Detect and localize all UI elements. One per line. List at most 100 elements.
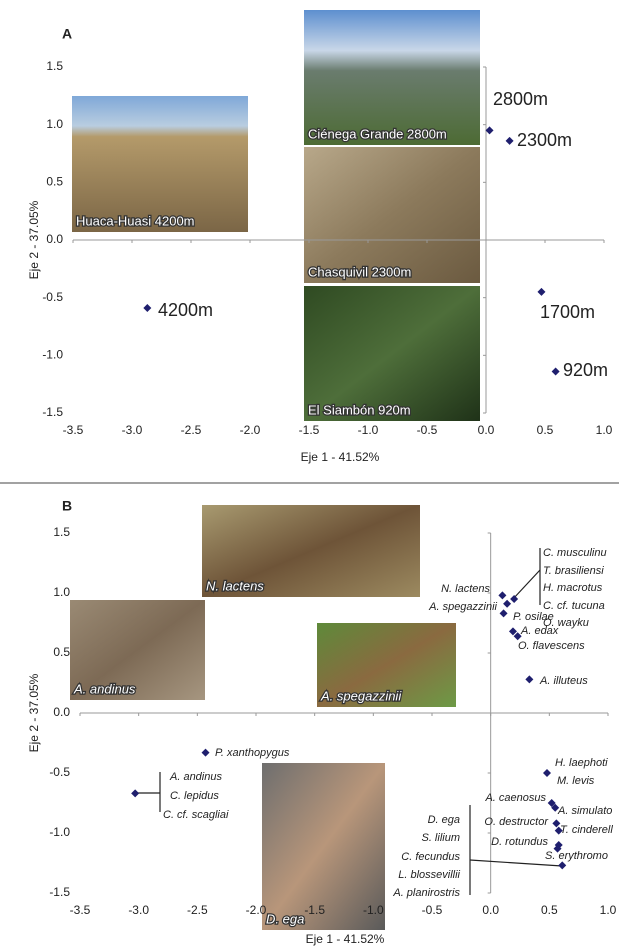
point-label: A. spegazzinii [428,601,497,613]
point [525,675,534,684]
point-label: H. macrotus [543,582,603,594]
point-label: D. ega [428,814,460,826]
point-label: P. xanthopygus [215,747,290,759]
x-tick-label: 1.0 [596,423,613,437]
photo [70,600,205,700]
y-tick-label: -1.5 [49,885,70,899]
photo-caption: Ciénega Grande 2800m [308,126,447,141]
point [485,126,494,135]
point-label: C. fecundus [401,851,460,863]
photo [202,505,420,597]
photo-caption: El Siambón 920m [308,402,411,417]
photo-caption: A. andinus [73,681,136,696]
y-tick-label: -0.5 [49,765,70,779]
point [547,799,556,807]
x-axis-label: Eje 1 - 41.52% [306,932,385,946]
y-tick-label: -1.0 [42,348,63,362]
panel-label: A [62,26,72,42]
photo [304,286,480,421]
x-tick-label: 0.0 [482,903,499,917]
point-label: 920m [563,360,608,380]
point [508,627,517,636]
point-label: L. blossevillii [398,869,460,881]
point [553,844,562,853]
point-label: H. laephoti [555,757,608,769]
x-tick-label: -2.0 [246,903,267,917]
point-label: 1700m [540,302,595,322]
point-label: A. illuteus [539,675,588,687]
point-label: O. destructor [484,816,549,828]
x-tick-label: -2.0 [240,423,261,437]
y-tick-label: 0.5 [53,645,70,659]
photo [262,763,385,930]
photo-caption: Huaca-Huasi 4200m [76,213,195,228]
point-label: C. musculinu [543,547,607,559]
point [498,591,507,600]
point-label: A. caenosus [484,792,546,804]
point [558,861,567,870]
x-tick-label: -1.5 [299,423,320,437]
y-tick-label: 0.0 [46,232,63,246]
photo-caption: A. spegazzinii [320,688,402,703]
point-label: O. flavescens [518,640,585,652]
point-label: S. erythromo [545,850,608,862]
point-label: D. rotundus [491,836,548,848]
photo-caption: D. ega [266,911,304,926]
point-label: T. brasiliensi [543,565,604,577]
photo [72,96,248,232]
x-tick-label: -3.0 [122,423,143,437]
point-label: T. cinderell [560,824,613,836]
point [499,609,508,618]
point [554,826,563,835]
photo [304,147,480,283]
point [552,819,561,828]
x-tick-label: 0.5 [541,903,558,917]
point [537,287,546,296]
point-label: P. osilae [513,611,554,623]
y-tick-label: 1.0 [53,585,70,599]
point-label: C. cf. tucuna [543,600,605,612]
x-tick-label: 1.0 [600,903,617,917]
y-tick-label: 1.5 [53,525,70,539]
point-label: A. simulato [557,805,612,817]
point [513,632,522,641]
x-tick-label: -2.5 [181,423,202,437]
x-axis-label: Eje 1 - 41.52% [301,450,380,464]
x-tick-label: 0.5 [537,423,554,437]
photo-caption: N. lactens [206,578,264,593]
y-tick-label: 1.0 [46,117,63,131]
point-label: S. lilium [421,832,460,844]
point-label: C. cf. scagliai [163,809,229,821]
y-tick-label: -0.5 [42,290,63,304]
photo [304,10,480,145]
point-label: M. levis [557,775,595,787]
leader-line [469,859,563,867]
y-tick-label: 0.5 [46,175,63,189]
point [201,748,210,757]
y-tick-label: 1.5 [46,59,63,73]
x-tick-label: -1.0 [363,903,384,917]
x-tick-label: -0.5 [422,903,443,917]
x-tick-label: -3.5 [70,903,91,917]
point-label: 2300m [517,130,572,150]
leader-line [512,569,541,600]
point-label: O. wayku [543,617,589,629]
y-axis-label: Eje 2 - 37.05% [27,200,41,279]
panel-label: B [62,498,72,514]
x-tick-label: -3.0 [128,903,149,917]
point-label: C. lepidus [170,790,219,802]
x-tick-label: -3.5 [63,423,84,437]
y-axis-label: Eje 2 - 37.05% [27,673,41,752]
point [551,803,560,812]
point [510,595,519,603]
photo [317,623,456,707]
y-tick-label: -1.0 [49,825,70,839]
point [542,769,551,777]
point-label: A. edax [520,625,559,637]
x-tick-label: -2.5 [187,903,208,917]
y-tick-label: -1.5 [42,405,63,419]
x-tick-label: -1.5 [304,903,325,917]
x-tick-label: -0.5 [417,423,438,437]
